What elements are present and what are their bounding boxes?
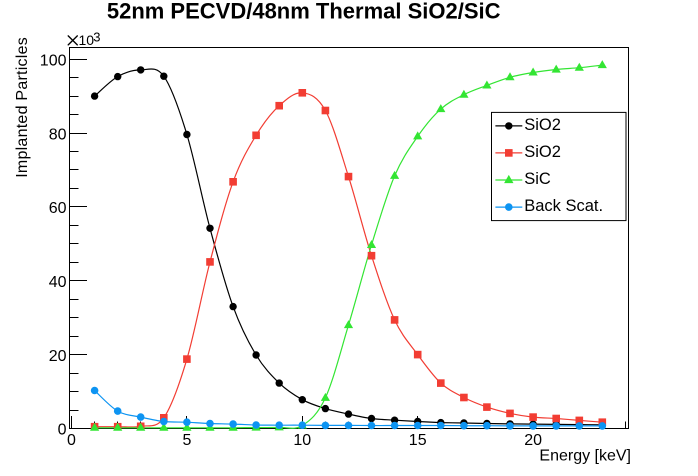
svg-text:Energy [keV]: Energy [keV] bbox=[539, 447, 631, 464]
svg-text:20: 20 bbox=[524, 432, 542, 449]
svg-text:SiO2: SiO2 bbox=[524, 143, 561, 161]
svg-text:60: 60 bbox=[49, 200, 67, 217]
svg-text:5: 5 bbox=[182, 432, 191, 449]
svg-text:Back Scat.: Back Scat. bbox=[524, 197, 603, 215]
svg-text:15: 15 bbox=[409, 432, 427, 449]
svg-text:100: 100 bbox=[40, 52, 67, 69]
svg-text:10: 10 bbox=[79, 32, 95, 48]
svg-text:Implanted Particles: Implanted Particles bbox=[14, 37, 31, 178]
svg-text:0: 0 bbox=[58, 422, 67, 439]
svg-text:52nm PECVD/48nm Thermal SiO2/S: 52nm PECVD/48nm Thermal SiO2/SiC bbox=[107, 0, 501, 24]
svg-text:40: 40 bbox=[49, 274, 67, 291]
svg-text:0: 0 bbox=[67, 432, 76, 449]
svg-text:SiO2: SiO2 bbox=[524, 116, 561, 134]
svg-text:SiC: SiC bbox=[524, 170, 551, 188]
svg-text:10: 10 bbox=[293, 432, 311, 449]
svg-text:80: 80 bbox=[49, 126, 67, 143]
svg-text:3: 3 bbox=[93, 30, 100, 45]
svg-text:20: 20 bbox=[49, 348, 67, 365]
